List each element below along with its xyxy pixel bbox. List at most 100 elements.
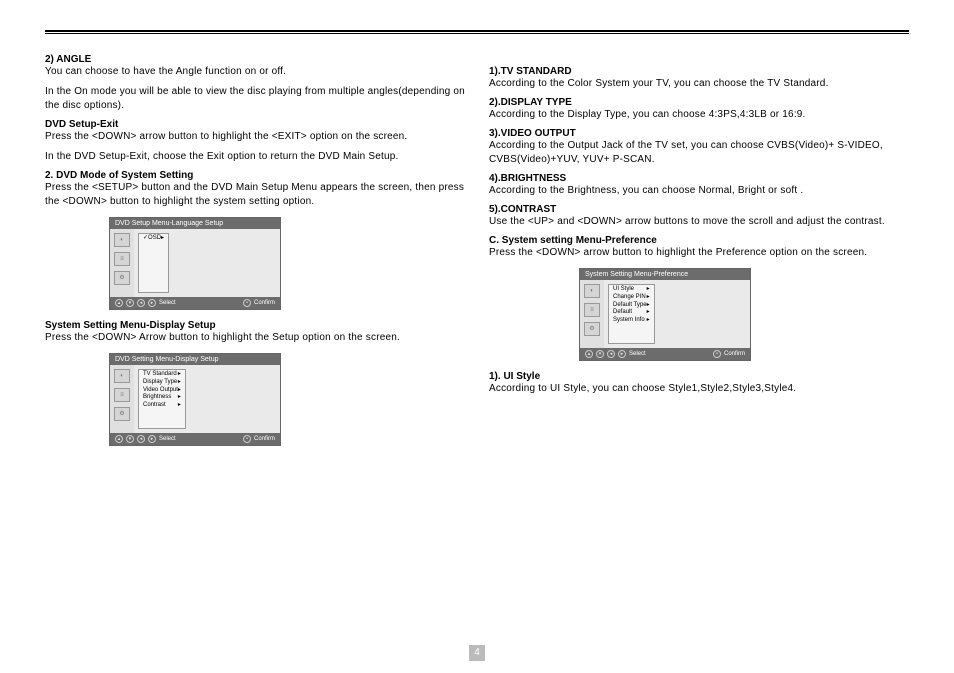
para: According to the Color System your TV, y… bbox=[489, 77, 909, 91]
globe-icon: ◐ bbox=[584, 284, 600, 298]
footer-label: Select bbox=[159, 300, 176, 306]
screenshot-title: System Setting Menu-Preference bbox=[580, 269, 750, 280]
menu-item: Default Type▸ bbox=[611, 302, 652, 310]
footer-label: Confirm bbox=[724, 351, 745, 357]
screenshot-menu: ✓OSD▸ bbox=[138, 233, 169, 293]
para: Press the <DOWN> Arrow button to highlig… bbox=[45, 331, 465, 345]
left-column: 2) ANGLE You can choose to have the Angl… bbox=[45, 50, 465, 456]
screenshot-language-setup: DVD Setup Menu-Language Setup ◐ ≡ ⚙ ✓OSD… bbox=[109, 217, 281, 310]
screenshot-menu: UI Style▸ Change PIN▸ Default Type▸ Defa… bbox=[608, 284, 655, 344]
confirm-icon: • bbox=[243, 435, 251, 443]
screenshot-title: DVD Setting Menu-Display Setup bbox=[110, 354, 280, 365]
arrow-icon: ◂ bbox=[137, 299, 145, 307]
heading-preference: C. System setting Menu-Preference bbox=[489, 235, 909, 246]
gear-icon: ⚙ bbox=[584, 322, 600, 336]
menu-label: OSD bbox=[148, 235, 161, 243]
menu-label: Contrast bbox=[143, 402, 166, 410]
menu-label: System Info bbox=[613, 317, 645, 325]
screenshot-body: ◐ ≡ ⚙ UI Style▸ Change PIN▸ Default Type… bbox=[580, 280, 750, 348]
gear-icon: ⚙ bbox=[114, 271, 130, 285]
arrow-icon: ▸ bbox=[618, 350, 626, 358]
gear-icon: ⚙ bbox=[114, 407, 130, 421]
arrow-icon: ▸ bbox=[148, 299, 156, 307]
menu-label: Default bbox=[613, 309, 632, 317]
heading-dvd-mode: 2. DVD Mode of System Setting bbox=[45, 170, 465, 181]
arrow-icon: ◂ bbox=[137, 435, 145, 443]
heading-display-setup: System Setting Menu-Display Setup bbox=[45, 320, 465, 331]
spacer bbox=[489, 50, 909, 62]
screenshot-menu: TV Standard▸ Display Type▸ Video Output▸… bbox=[138, 369, 186, 429]
arrow-icon: ▴ bbox=[115, 435, 123, 443]
menu-label: Change PIN bbox=[613, 294, 646, 302]
arrow-icon: ▸ bbox=[148, 435, 156, 443]
bars-icon: ≡ bbox=[114, 388, 130, 402]
heading-display-type: 2).DISPLAY TYPE bbox=[489, 97, 909, 108]
page-number: 4 bbox=[469, 645, 485, 661]
heading-ui-style: 1). UI Style bbox=[489, 371, 909, 382]
screenshot-sidebar: ◐ ≡ ⚙ bbox=[110, 229, 134, 297]
screenshot-display-setup: DVD Setting Menu-Display Setup ◐ ≡ ⚙ TV … bbox=[109, 353, 281, 446]
screenshot-sidebar: ◐ ≡ ⚙ bbox=[580, 280, 604, 348]
arrow-icon: ◂ bbox=[607, 350, 615, 358]
para: Use the <UP> and <DOWN> arrow buttons to… bbox=[489, 215, 909, 229]
menu-item: Video Output▸ bbox=[141, 387, 183, 395]
menu-label: Brightness bbox=[143, 394, 171, 402]
arrow-icon: ▾ bbox=[126, 435, 134, 443]
para: According to the Brightness, you can cho… bbox=[489, 184, 909, 198]
screenshot-title: DVD Setup Menu-Language Setup bbox=[110, 218, 280, 229]
heading-video-output: 3).VIDEO OUTPUT bbox=[489, 128, 909, 139]
screenshot-sidebar: ◐ ≡ ⚙ bbox=[110, 365, 134, 433]
para: Press the <DOWN> arrow button to highlig… bbox=[489, 246, 909, 260]
arrow-icon: ▴ bbox=[585, 350, 593, 358]
para: Press the <SETUP> button and the DVD Mai… bbox=[45, 181, 465, 209]
menu-item: UI Style▸ bbox=[611, 286, 652, 294]
heading-angle: 2) ANGLE bbox=[45, 54, 465, 65]
heading-dvd-setup-exit: DVD Setup-Exit bbox=[45, 119, 465, 130]
para: You can choose to have the Angle functio… bbox=[45, 65, 465, 79]
menu-label: UI Style bbox=[613, 286, 634, 294]
para: In the On mode you will be able to view … bbox=[45, 85, 465, 113]
globe-icon: ◐ bbox=[114, 369, 130, 383]
globe-icon: ◐ bbox=[114, 233, 130, 247]
menu-item: ✓OSD▸ bbox=[141, 235, 166, 243]
menu-item: Change PIN▸ bbox=[611, 294, 652, 302]
bars-icon: ≡ bbox=[114, 252, 130, 266]
menu-label: Default Type bbox=[613, 302, 647, 310]
screenshot-footer: ▴▾◂▸Select •Confirm bbox=[110, 433, 280, 445]
screenshot-footer: ▴▾◂▸Select •Confirm bbox=[580, 348, 750, 360]
menu-item: Display Type▸ bbox=[141, 379, 183, 387]
confirm-icon: • bbox=[713, 350, 721, 358]
menu-item: TV Standard▸ bbox=[141, 371, 183, 379]
screenshot-footer: ▴▾◂▸Select •Confirm bbox=[110, 297, 280, 309]
footer-label: Select bbox=[159, 436, 176, 442]
heading-brightness: 4).BRIGHTNESS bbox=[489, 173, 909, 184]
footer-label: Confirm bbox=[254, 436, 275, 442]
menu-label: Display Type bbox=[143, 379, 177, 387]
para: According to UI Style, you can choose St… bbox=[489, 382, 909, 396]
menu-item: Default▸ bbox=[611, 309, 652, 317]
menu-item: Brightness▸ bbox=[141, 394, 183, 402]
top-rule bbox=[45, 30, 909, 34]
para: In the DVD Setup-Exit, choose the Exit o… bbox=[45, 150, 465, 164]
content-columns: 2) ANGLE You can choose to have the Angl… bbox=[45, 50, 909, 456]
footer-label: Select bbox=[629, 351, 646, 357]
confirm-icon: • bbox=[243, 299, 251, 307]
heading-tv-standard: 1).TV STANDARD bbox=[489, 66, 909, 77]
menu-item: System Info▸ bbox=[611, 317, 652, 325]
screenshot-body: ◐ ≡ ⚙ ✓OSD▸ bbox=[110, 229, 280, 297]
menu-label: TV Standard bbox=[143, 371, 177, 379]
para: Press the <DOWN> arrow button to highlig… bbox=[45, 130, 465, 144]
menu-label: Video Output bbox=[143, 387, 178, 395]
para: According to the Display Type, you can c… bbox=[489, 108, 909, 122]
screenshot-body: ◐ ≡ ⚙ TV Standard▸ Display Type▸ Video O… bbox=[110, 365, 280, 433]
para: According to the Output Jack of the TV s… bbox=[489, 139, 909, 167]
screenshot-preference: System Setting Menu-Preference ◐ ≡ ⚙ UI … bbox=[579, 268, 751, 361]
arrow-icon: ▴ bbox=[115, 299, 123, 307]
right-column: 1).TV STANDARD According to the Color Sy… bbox=[489, 50, 909, 456]
heading-contrast: 5).CONTRAST bbox=[489, 204, 909, 215]
arrow-icon: ▾ bbox=[126, 299, 134, 307]
arrow-icon: ▾ bbox=[596, 350, 604, 358]
menu-item: Contrast▸ bbox=[141, 402, 183, 410]
bars-icon: ≡ bbox=[584, 303, 600, 317]
footer-label: Confirm bbox=[254, 300, 275, 306]
